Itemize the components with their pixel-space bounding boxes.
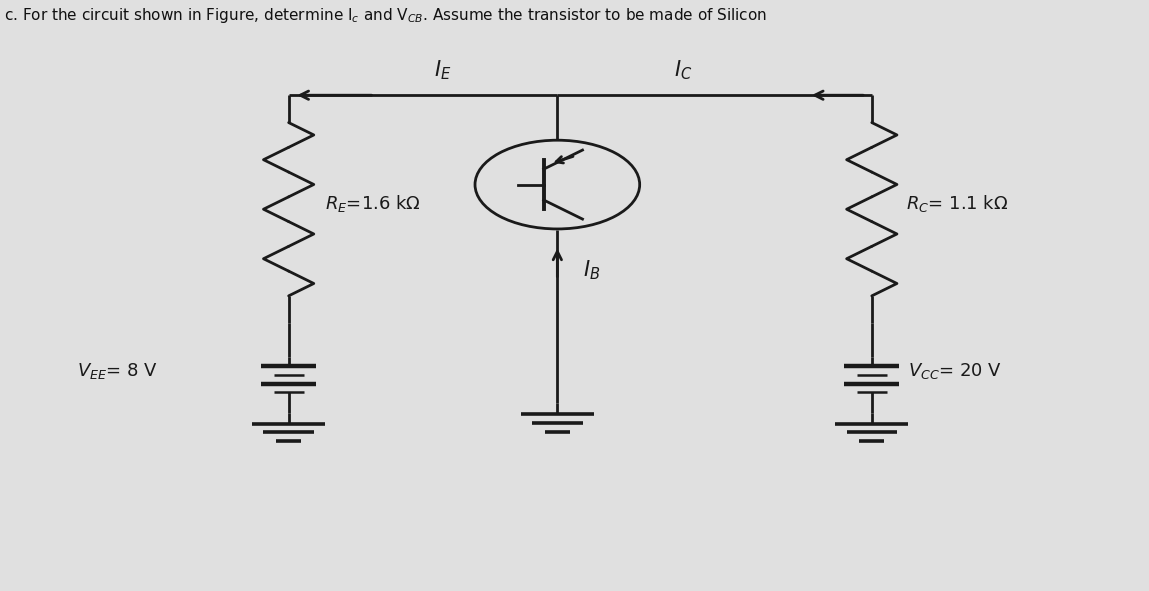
Text: $I_C$: $I_C$ — [674, 58, 693, 82]
Text: $R_C$= 1.1 kΩ: $R_C$= 1.1 kΩ — [907, 193, 1009, 213]
Text: $I_E$: $I_E$ — [434, 58, 452, 82]
Text: $R_E$=1.6 kΩ: $R_E$=1.6 kΩ — [325, 193, 421, 213]
Text: c. For the circuit shown in Figure, determine I$_c$ and V$_{CB}$. Assume the tra: c. For the circuit shown in Figure, dete… — [3, 6, 768, 25]
Text: $I_B$: $I_B$ — [583, 258, 600, 282]
Text: $V_{CC}$= 20 V: $V_{CC}$= 20 V — [909, 361, 1002, 381]
Text: $V_{EE}$= 8 V: $V_{EE}$= 8 V — [77, 361, 157, 381]
